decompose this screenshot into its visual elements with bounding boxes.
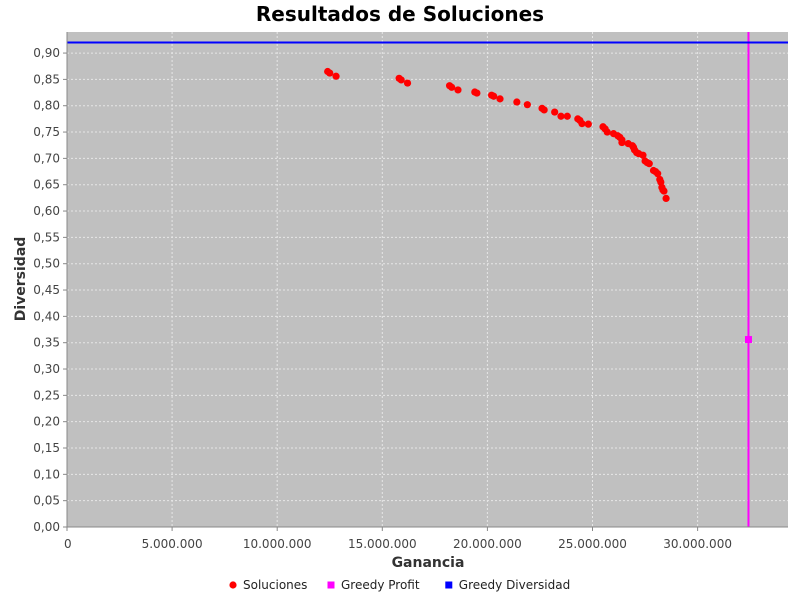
y-tick-label: 0,40 <box>33 309 60 323</box>
x-tick-label: 0 <box>64 537 72 551</box>
greedy-profit-point <box>744 336 752 344</box>
grid-lines <box>67 32 788 527</box>
y-tick-label: 0,10 <box>33 467 60 481</box>
y-tick-label: 0,45 <box>33 283 60 297</box>
y-tick-label: 0,80 <box>33 99 60 113</box>
solucion-point <box>454 86 462 94</box>
solucion-point <box>557 112 565 120</box>
solucion-point <box>448 83 456 91</box>
solucion-point <box>540 106 548 114</box>
solucion-point <box>403 79 412 87</box>
y-tick-label: 0,85 <box>33 72 60 86</box>
y-tick-label: 0,35 <box>33 336 60 350</box>
x-tick-label: 30.000.000 <box>663 537 732 551</box>
solucion-point <box>639 151 647 159</box>
solucion-point <box>645 160 653 168</box>
solucion-point <box>551 108 559 116</box>
legend-label: Greedy Profit <box>341 578 420 592</box>
y-tick-label: 0,55 <box>33 230 60 244</box>
y-tick-label: 0,25 <box>33 388 60 402</box>
x-axis-label: Ganancia <box>392 555 465 571</box>
x-tick-label: 20.000.000 <box>453 537 522 551</box>
solucion-point <box>654 170 662 178</box>
solucion-point <box>563 112 571 120</box>
x-tick-label: 25.000.000 <box>558 537 627 551</box>
solucion-point <box>662 194 670 203</box>
y-tick-label: 0,60 <box>33 204 60 218</box>
solucion-point <box>397 76 405 84</box>
y-axis-label: Diversidad <box>13 237 29 322</box>
y-tick-label: 0,65 <box>33 178 60 192</box>
y-tick-label: 0,70 <box>33 151 60 165</box>
solucion-point <box>618 138 626 147</box>
solucion-point <box>603 128 611 136</box>
legend-label: Soluciones <box>243 578 307 592</box>
y-tick-label: 0,15 <box>33 441 60 455</box>
solucion-point <box>584 120 592 128</box>
solucion-point <box>326 69 334 77</box>
legend-marker <box>327 581 335 589</box>
legend-marker <box>229 581 237 589</box>
y-tick-label: 0,20 <box>33 415 60 429</box>
y-tick-label: 0,75 <box>33 125 60 139</box>
solucion-point <box>496 95 504 103</box>
plot-area <box>67 32 788 527</box>
legend-item-greedy-profit: Greedy Profit <box>327 578 420 592</box>
y-tick-label: 0,90 <box>33 46 60 60</box>
legend-item-soluciones: Soluciones <box>229 578 307 592</box>
x-tick-label: 10.000.000 <box>243 537 312 551</box>
y-tick-label: 0,50 <box>33 257 60 271</box>
chart-title: Resultados de Soluciones <box>256 2 544 26</box>
solucion-point <box>490 92 498 100</box>
solucion-point <box>332 72 340 80</box>
legend-item-greedy-diversidad: Greedy Diversidad <box>445 578 570 592</box>
axes: 0,00 0,05 0,10 0,15 0,20 0,25 0,30 0,35 0,40 0,45… <box>33 32 788 551</box>
data-points <box>324 67 752 344</box>
plot-background <box>67 32 788 527</box>
y-tick-label: 0,05 <box>33 494 60 508</box>
reference-lines <box>67 32 788 527</box>
solucion-point <box>660 187 668 195</box>
legend-marker <box>445 581 453 589</box>
solucion-point <box>513 98 521 106</box>
y-tick-label: 0,00 <box>33 520 60 534</box>
solucion-point <box>578 120 586 128</box>
solucion-point <box>473 89 481 97</box>
x-tick-label: 5.000.000 <box>142 537 203 551</box>
solucion-point <box>523 101 531 109</box>
legend: Soluciones Greedy Profit Greedy Diversidad <box>229 578 570 592</box>
y-tick-label: 0,30 <box>33 362 60 376</box>
legend-label: Greedy Diversidad <box>459 578 570 592</box>
x-tick-label: 15.000.000 <box>348 537 417 551</box>
